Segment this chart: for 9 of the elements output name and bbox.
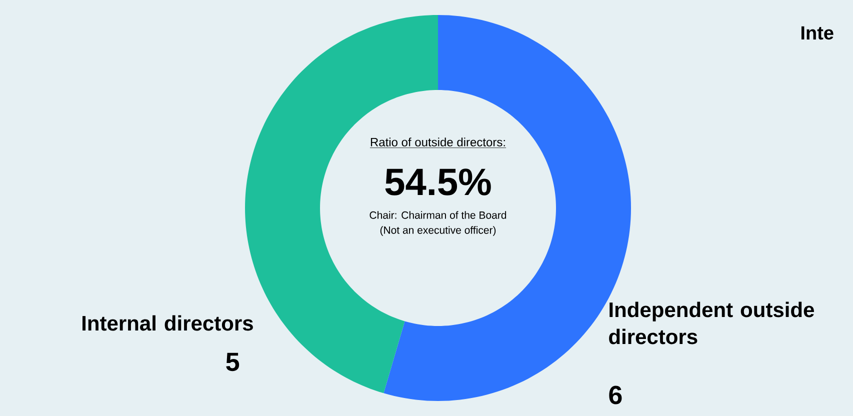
text: Ratio of outside directors: (370, 138, 505, 146)
text: Chair: Chairman of the Board (370, 211, 506, 219)
slice-label: Internal directors (82, 315, 253, 331)
slice-label: Independent outside directors (609, 302, 814, 344)
text: (Not an executive officer) (380, 226, 496, 236)
data-label: 6 (609, 386, 622, 404)
data-label: 5 (226, 352, 240, 372)
text: Inte (801, 26, 834, 40)
text: 54.5% (385, 168, 491, 196)
